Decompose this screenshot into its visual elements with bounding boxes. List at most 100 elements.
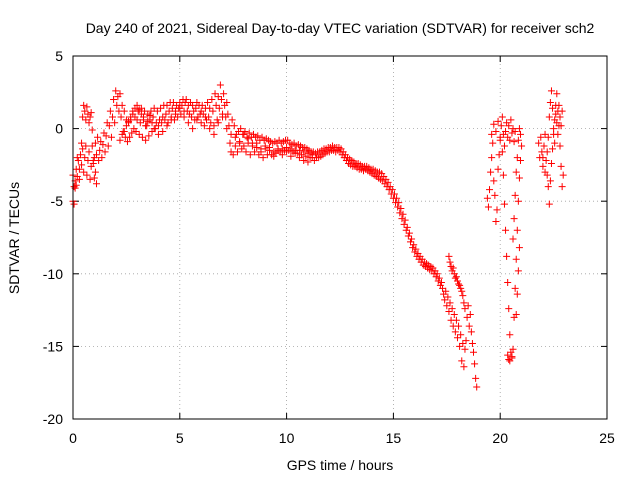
plot-frame (72, 55, 608, 420)
data-point (404, 232, 412, 240)
data-point (410, 241, 418, 249)
data-point (237, 125, 245, 133)
data-point (133, 101, 141, 109)
data-point (510, 138, 518, 146)
data-point (206, 104, 214, 112)
data-point (512, 168, 520, 176)
data-point (138, 133, 146, 141)
data-point (546, 177, 554, 185)
data-point (184, 119, 192, 127)
data-point (399, 210, 407, 218)
x-axis-label: GPS time / hours (287, 457, 394, 473)
data-point (137, 110, 145, 118)
data-point (516, 130, 524, 138)
data-point (396, 209, 404, 217)
data-point (509, 345, 517, 353)
data-point (158, 119, 166, 127)
data-point (515, 244, 523, 252)
data-point (167, 116, 175, 124)
x-tick-label: 25 (599, 430, 615, 446)
data-point (405, 229, 413, 237)
data-point (556, 113, 564, 121)
data-point (98, 154, 106, 162)
data-point (494, 165, 502, 173)
data-point (516, 157, 524, 165)
data-point (223, 98, 231, 106)
data-point (453, 277, 461, 285)
data-point (102, 132, 110, 140)
data-point (509, 235, 517, 243)
data-point (460, 299, 468, 307)
data-point (287, 152, 295, 160)
data-point (112, 87, 120, 95)
data-point (153, 107, 161, 115)
data-point (397, 204, 405, 212)
data-point (81, 154, 89, 162)
data-point (505, 305, 513, 313)
data-point (452, 273, 460, 281)
data-point (551, 139, 559, 147)
data-point (75, 165, 83, 173)
data-point (541, 168, 549, 176)
x-tick-label: 20 (492, 430, 508, 446)
data-point (226, 139, 234, 147)
data-point (513, 290, 521, 298)
data-point (512, 255, 520, 263)
data-point (135, 106, 143, 114)
data-point (459, 339, 467, 347)
data-point (127, 113, 135, 121)
series-cluster-20h (483, 113, 526, 365)
data-point (308, 154, 316, 162)
data-point (259, 154, 267, 162)
data-point (246, 151, 254, 159)
data-point (513, 154, 521, 162)
data-point (215, 104, 223, 112)
data-point (148, 119, 156, 127)
data-point (123, 138, 131, 146)
data-point (491, 191, 499, 199)
data-point (468, 339, 476, 347)
series-cluster-22h (535, 87, 567, 208)
data-point (89, 157, 97, 165)
x-tick-label: 0 (69, 430, 77, 446)
data-point (85, 148, 93, 156)
data-point (544, 183, 552, 191)
data-point (91, 139, 99, 147)
data-point (209, 107, 217, 115)
data-point (461, 345, 469, 353)
data-point (107, 133, 115, 141)
data-point (116, 90, 124, 98)
data-point (132, 128, 140, 136)
data-point (94, 133, 102, 141)
data-point (513, 226, 521, 234)
data-point (535, 139, 543, 147)
data-point (236, 138, 244, 146)
data-point (514, 267, 522, 275)
data-point (493, 206, 501, 214)
data-point (556, 142, 564, 150)
data-point (511, 284, 519, 292)
data-point (557, 162, 565, 170)
data-point (455, 280, 463, 288)
data-point (213, 116, 221, 124)
data-point (146, 112, 154, 120)
data-point (217, 96, 225, 104)
data-point (486, 186, 494, 194)
data-point (172, 110, 180, 118)
data-point (163, 122, 171, 130)
data-point (437, 279, 445, 287)
data-point (70, 200, 78, 208)
data-point (550, 125, 558, 133)
data-point (240, 142, 248, 150)
data-point (456, 281, 464, 289)
data-point (508, 353, 516, 361)
data-point (505, 355, 513, 363)
data-point (471, 360, 479, 368)
ticks: 0 5 10 15 20 25 5 0 -5 -10 -15 -20 (43, 48, 615, 446)
data-point (412, 245, 420, 253)
data-point (142, 136, 150, 144)
data-point (86, 175, 94, 183)
data-point (457, 331, 465, 339)
data-point (86, 113, 94, 121)
data-point (499, 171, 507, 179)
